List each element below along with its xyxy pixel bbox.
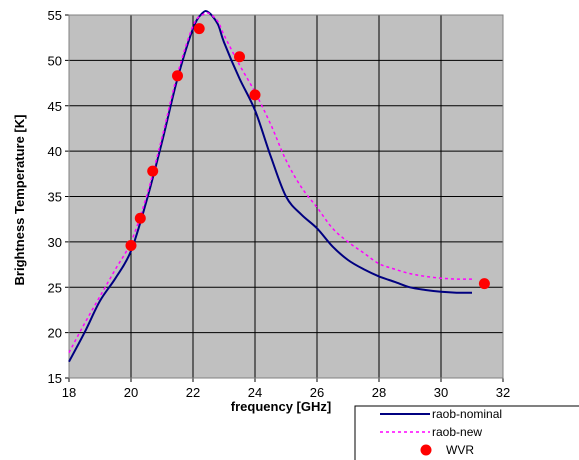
wvr-point [234,51,245,63]
x-tick-label: 32 [496,385,510,400]
y-tick-labels: 15 20 25 30 35 40 45 50 55 [48,8,62,386]
x-axis-title: frequency [GHz] [231,399,331,414]
y-tick-label: 50 [48,53,62,68]
wvr-point [172,70,183,82]
legend-label-wvr: WVR [446,443,474,457]
x-tick-label: 22 [186,385,200,400]
legend-label-raob-new: raob-new [432,425,482,439]
x-tick-label: 24 [248,385,262,400]
y-tick-label: 55 [48,8,62,23]
wvr-point [125,240,137,252]
wvr-point [478,278,490,290]
legend-label-raob-nominal: raob-nominal [432,407,502,421]
y-tick-label: 45 [48,99,62,114]
x-tick-labels: 18 20 22 24 26 28 30 32 [62,385,510,400]
y-tick-label: 20 [48,326,62,341]
y-tick-label: 25 [48,280,62,295]
x-tick-label: 20 [124,385,138,400]
legend: raob-nominal raob-new WVR [354,405,579,460]
y-tick-label: 30 [48,235,62,250]
y-tick-label: 15 [48,371,62,386]
x-tick-label: 28 [372,385,386,400]
legend-swatch-wvr [420,444,432,456]
wvr-point [249,89,261,101]
wvr-point [147,165,159,177]
x-tick-label: 26 [310,385,324,400]
wvr-markers [125,23,490,290]
plot-border [68,14,504,379]
y-tick-label: 35 [48,190,62,205]
wvr-point [193,23,205,35]
wvr-point [134,212,146,224]
y-axis-title: Brightness Temperature [K] [12,115,27,286]
y-tick-label: 40 [48,144,62,159]
x-tick-label: 18 [62,385,76,400]
x-tick-label: 30 [434,385,448,400]
series-line-raob-new [68,11,473,353]
